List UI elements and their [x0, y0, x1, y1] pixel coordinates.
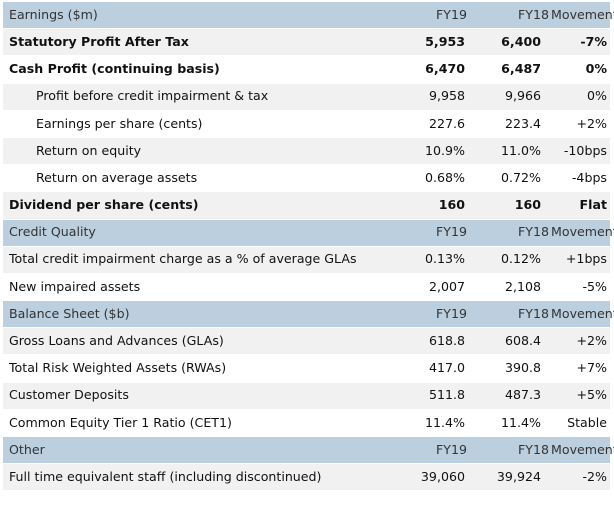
movement-value: -2%	[551, 464, 610, 492]
movement-value: +5%	[551, 382, 610, 410]
row-label: Statutory Profit After Tax	[3, 29, 383, 57]
column-header-movement: Movement	[551, 219, 614, 247]
column-header-movement: Movement	[551, 2, 614, 30]
movement-value: -5%	[551, 273, 610, 302]
fy18-value: 11.4%	[467, 409, 551, 437]
table-row: Total Risk Weighted Assets (RWAs) 417.0 39…	[3, 355, 610, 383]
fy19-value: 11.4%	[383, 409, 467, 437]
table-row: Dividend per share (cents) 160 160 Flat	[3, 192, 610, 220]
fy18-value: 11.0%	[467, 137, 551, 166]
fy19-value: 0.68%	[383, 165, 467, 193]
fy19-value: 2,007	[383, 273, 467, 302]
movement-value: -10bps	[551, 137, 610, 166]
row-label: Return on average assets	[3, 165, 383, 193]
section-header-row: Balance Sheet ($b) FY19 FY18 Movement	[3, 301, 614, 329]
row-label: Full time equivalent staff (including di…	[3, 464, 383, 492]
column-header-movement: Movement	[551, 437, 614, 465]
fy18-value: 6,487	[467, 56, 551, 84]
fy18-value: 9,966	[467, 83, 551, 111]
table-row: New impaired assets 2,007 2,108 -5%	[3, 273, 610, 302]
fy18-value: 223.4	[467, 110, 551, 138]
section-header-row: Earnings ($m) FY19 FY18 Movement	[3, 2, 614, 30]
fy18-value: 39,924	[467, 464, 551, 492]
financial-summary-table: Earnings ($m) FY19 FY18 Movement Statutory P…	[3, 2, 614, 492]
table-row: Full time equivalent staff (including di…	[3, 464, 610, 492]
section-title: Balance Sheet ($b)	[3, 301, 383, 329]
column-header-fy19: FY19	[383, 2, 467, 30]
movement-value: -4bps	[551, 165, 610, 193]
row-label: Earnings per share (cents)	[3, 110, 383, 138]
section-header-row: Other FY19 FY18 Movement	[3, 437, 614, 465]
column-header-fy19: FY19	[383, 301, 467, 329]
fy18-value: 160	[467, 192, 551, 220]
column-header-fy18: FY18	[467, 219, 551, 247]
table-row: Cash Profit (continuing basis) 6,470 6,487…	[3, 56, 610, 84]
fy19-value: 5,953	[383, 29, 467, 57]
movement-value: Stable	[551, 409, 610, 437]
section-title: Other	[3, 437, 383, 465]
table-row: Total credit impairment charge as a % of…	[3, 246, 610, 274]
fy18-value: 390.8	[467, 355, 551, 383]
movement-value: +2%	[551, 328, 610, 356]
fy19-value: 618.8	[383, 328, 467, 356]
column-header-fy18: FY18	[467, 301, 551, 329]
table-row: Return on equity 10.9% 11.0% -10bps	[3, 137, 610, 166]
fy18-value: 0.12%	[467, 246, 551, 274]
movement-value: -7%	[551, 29, 610, 57]
fy19-value: 6,470	[383, 56, 467, 84]
fy19-value: 10.9%	[383, 137, 467, 166]
table-row: Return on average assets 0.68% 0.72% -4bps	[3, 165, 610, 193]
fy19-value: 227.6	[383, 110, 467, 138]
table-row: Earnings per share (cents) 227.6 223.4 +2%	[3, 110, 610, 138]
column-header-fy18: FY18	[467, 2, 551, 30]
fy18-value: 6,400	[467, 29, 551, 57]
row-label: Profit before credit impairment & tax	[3, 83, 383, 111]
movement-value: +7%	[551, 355, 610, 383]
table-body: Earnings ($m) FY19 FY18 Movement Statutory P…	[3, 2, 614, 492]
fy19-value: 160	[383, 192, 467, 220]
row-label: Total credit impairment charge as a % of…	[3, 246, 383, 274]
row-label: Dividend per share (cents)	[3, 192, 383, 220]
row-label: Return on equity	[3, 137, 383, 166]
row-label: Cash Profit (continuing basis)	[3, 56, 383, 84]
fy19-value: 39,060	[383, 464, 467, 492]
table-row: Statutory Profit After Tax 5,953 6,400 -7%	[3, 29, 610, 57]
section-header-row: Credit Quality FY19 FY18 Movement	[3, 219, 614, 247]
row-label: New impaired assets	[3, 273, 383, 302]
fy19-value: 0.13%	[383, 246, 467, 274]
table-row: Gross Loans and Advances (GLAs) 618.8 608.…	[3, 328, 610, 356]
row-label: Customer Deposits	[3, 382, 383, 410]
table-row: Customer Deposits 511.8 487.3 +5%	[3, 382, 610, 410]
fy18-value: 0.72%	[467, 165, 551, 193]
row-label: Gross Loans and Advances (GLAs)	[3, 328, 383, 356]
column-header-fy18: FY18	[467, 437, 551, 465]
table-row: Common Equity Tier 1 Ratio (CET1) 11.4% 11…	[3, 409, 610, 437]
fy19-value: 9,958	[383, 83, 467, 111]
movement-value: Flat	[551, 192, 610, 220]
column-header-fy19: FY19	[383, 437, 467, 465]
fy19-value: 417.0	[383, 355, 467, 383]
row-label: Total Risk Weighted Assets (RWAs)	[3, 355, 383, 383]
section-title: Earnings ($m)	[3, 2, 383, 30]
movement-value: 0%	[551, 83, 610, 111]
section-title: Credit Quality	[3, 219, 383, 247]
fy18-value: 608.4	[467, 328, 551, 356]
table-row: Profit before credit impairment & tax 9,9…	[3, 83, 610, 111]
movement-value: 0%	[551, 56, 610, 84]
row-label: Common Equity Tier 1 Ratio (CET1)	[3, 409, 383, 437]
fy18-value: 2,108	[467, 273, 551, 302]
column-header-fy19: FY19	[383, 219, 467, 247]
fy19-value: 511.8	[383, 382, 467, 410]
movement-value: +1bps	[551, 246, 610, 274]
column-header-movement: Movement	[551, 301, 614, 329]
fy18-value: 487.3	[467, 382, 551, 410]
movement-value: +2%	[551, 110, 610, 138]
